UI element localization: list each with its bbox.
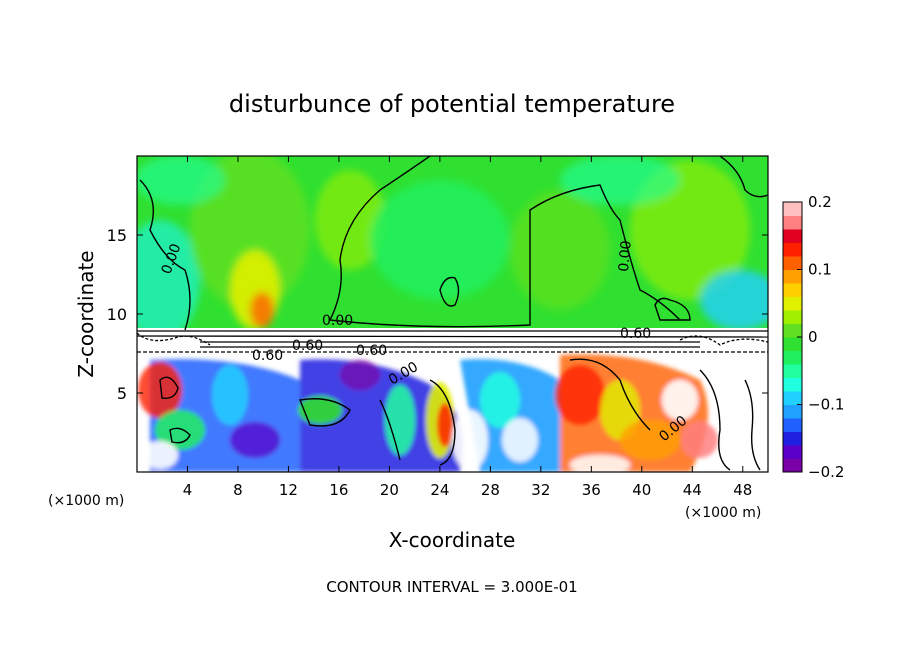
colorbar-swatch — [783, 391, 802, 405]
heatmap-field — [137, 156, 768, 472]
colorbar-swatch — [783, 337, 802, 351]
x-tick-label: 20 — [380, 481, 399, 499]
colorbar-swatch — [783, 310, 802, 324]
colorbar-swatch — [783, 350, 802, 365]
colorbar-ticks: 0.2 0.1 0 −0.1 −0.2 — [797, 193, 844, 481]
x-axis: 4 8 12 16 20 24 28 32 36 40 44 48 — [183, 156, 752, 499]
y-axis-unit: (×1000 m) — [685, 505, 761, 521]
colorbar-swatch — [783, 323, 802, 338]
x-tick-label: 12 — [279, 481, 298, 499]
colorbar-swatch — [783, 269, 802, 284]
colorbar — [782, 201, 803, 473]
colorbar-swatch — [783, 431, 802, 446]
x-tick-label: 44 — [683, 481, 702, 499]
x-tick-label: 4 — [183, 481, 193, 499]
x-tick-label: 16 — [329, 481, 348, 499]
contour-label: 0.60 — [620, 326, 651, 342]
colorbar-swatch — [783, 418, 802, 432]
x-tick-label: 40 — [632, 481, 651, 499]
colorbar-swatch — [783, 283, 802, 297]
x-axis-label: X-coordinate — [389, 528, 516, 552]
colorbar-swatch — [783, 202, 802, 216]
y-axis: 5 10 15 — [107, 226, 768, 403]
colorbar-swatch — [783, 229, 802, 243]
x-tick-label: 8 — [233, 481, 243, 499]
y-tick-label: 5 — [117, 384, 127, 403]
contour-label: 0.00 — [322, 313, 353, 329]
colorbar-tick-label: 0.1 — [808, 261, 832, 279]
contour-interval-note: CONTOUR INTERVAL = 3.000E-01 — [326, 578, 577, 596]
y-tick-label: 10 — [107, 305, 127, 324]
colorbar-tick-label: 0.2 — [808, 193, 832, 211]
colorbar-swatch — [783, 215, 802, 230]
colorbar-swatch — [783, 256, 802, 270]
y-tick-label: 15 — [107, 226, 127, 245]
x-tick-label: 24 — [430, 481, 449, 499]
x-tick-label: 32 — [531, 481, 550, 499]
colorbar-swatch — [783, 242, 802, 257]
colorbar-swatch — [783, 364, 802, 378]
colorbar-tick-label: −0.1 — [808, 396, 844, 414]
colorbar-swatch — [783, 458, 802, 473]
colorbar-swatch — [783, 296, 802, 311]
colorbar-swatch — [783, 445, 802, 459]
y-axis-label: Z-coordinate — [74, 250, 98, 377]
contour-label: 0.60 — [356, 343, 387, 359]
colorbar-swatch — [783, 377, 802, 392]
chart-title: disturbunce of potential temperature — [229, 90, 675, 118]
colorbar-tick-label: 0 — [808, 328, 818, 346]
contour-lines — [139, 156, 768, 471]
contour-label: 0.60 — [252, 348, 283, 364]
x-axis-unit: (×1000 m) — [48, 493, 124, 509]
x-tick-label: 36 — [582, 481, 601, 499]
x-tick-label: 48 — [733, 481, 752, 499]
colorbar-swatch — [783, 404, 802, 419]
contour-label: 0.60 — [292, 338, 323, 354]
contour-label: 0.00 — [616, 240, 635, 272]
colorbar-tick-label: −0.2 — [808, 463, 844, 481]
inversion-band-contours — [137, 330, 768, 353]
x-tick-label: 28 — [481, 481, 500, 499]
